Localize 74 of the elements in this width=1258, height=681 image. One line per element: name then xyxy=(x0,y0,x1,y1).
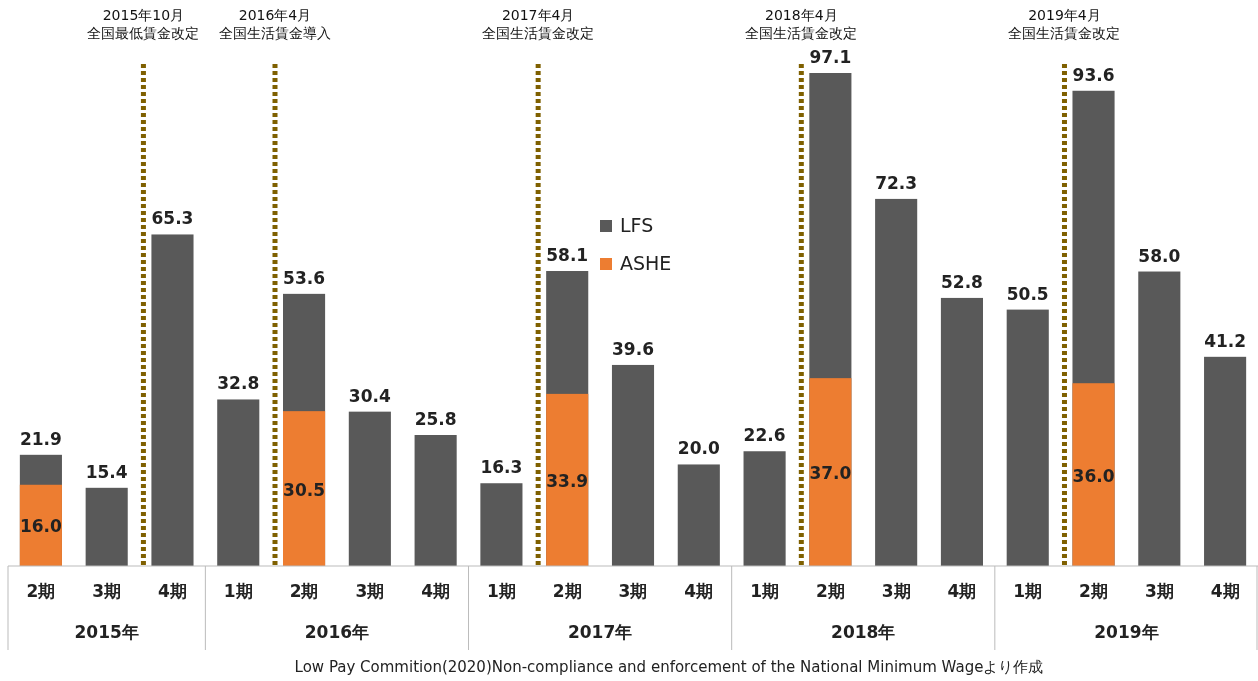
x-tick-label: 4期 xyxy=(684,581,714,601)
text: 2017年 xyxy=(567,622,633,642)
bar xyxy=(546,393,589,566)
x-tick-label: 4期 xyxy=(421,581,451,601)
data-label: 15.4 xyxy=(85,461,128,482)
data-label: 93.6 xyxy=(1072,64,1115,85)
x-tick-label: 4期 xyxy=(1210,581,1240,601)
data-label: 65.3 xyxy=(151,208,194,229)
bar xyxy=(348,411,391,566)
x-tick-label: 3期 xyxy=(618,581,648,601)
text: 2017年4月全国生活賃金改定 xyxy=(482,7,595,41)
bar xyxy=(1072,383,1115,566)
data-label: 30.4 xyxy=(348,385,391,406)
bar xyxy=(283,411,326,566)
text: 2019年4月全国生活賃金改定 xyxy=(1008,7,1121,41)
x-tick-label: 4期 xyxy=(158,581,187,601)
x-tick-label: 3期 xyxy=(1144,581,1174,601)
data-label: 21.9 xyxy=(19,428,62,449)
bar xyxy=(875,198,918,566)
data-label: 50.5 xyxy=(1006,283,1049,304)
data-label: 32.8 xyxy=(217,373,260,394)
text: 2018年4月全国生活賃金改定 xyxy=(745,7,858,41)
x-tick-label: 1期 xyxy=(750,581,779,601)
data-label: 41.2 xyxy=(1204,330,1247,351)
data-label: 58.1 xyxy=(546,245,589,266)
legend-label: ASHE xyxy=(620,252,672,274)
data-label: 33.9 xyxy=(546,470,589,491)
bar xyxy=(611,364,655,566)
bar xyxy=(480,483,523,566)
data-label: 37.0 xyxy=(809,463,852,484)
bar xyxy=(414,435,457,566)
bar xyxy=(1204,356,1247,566)
bar xyxy=(85,487,128,566)
x-tick-label: 2期 xyxy=(289,581,319,601)
bar xyxy=(217,399,260,566)
bar xyxy=(1006,309,1049,566)
data-label: 25.8 xyxy=(414,409,457,430)
data-label: 39.6 xyxy=(612,338,654,359)
x-tick-label: 2期 xyxy=(552,581,582,601)
text: 2018年 xyxy=(831,622,896,642)
data-label: 16.3 xyxy=(480,457,523,478)
data-label: 97.1 xyxy=(809,47,852,67)
legend-label: LFS xyxy=(620,214,654,236)
data-label: 20.0 xyxy=(677,438,720,459)
x-tick-label: 2期 xyxy=(26,581,56,601)
text: 2016年 xyxy=(304,622,370,642)
data-label: 16.0 xyxy=(19,516,63,537)
data-label: 58.0 xyxy=(1138,245,1181,266)
data-label: 36.0 xyxy=(1072,465,1115,486)
data-label: 53.6 xyxy=(283,267,326,288)
x-tick-label: 3期 xyxy=(92,581,122,601)
x-tick-label: 3期 xyxy=(355,581,385,601)
x-tick-label: 4期 xyxy=(947,581,977,601)
x-tick-label: 2期 xyxy=(1079,581,1108,601)
data-label: 30.5 xyxy=(283,479,326,500)
bar xyxy=(743,451,786,566)
bar xyxy=(1138,271,1181,566)
text: 2015年10月全国最低賃金改定 xyxy=(87,7,200,41)
x-tick-label: 1期 xyxy=(1013,581,1043,601)
data-label: 52.8 xyxy=(940,271,983,292)
x-tick-label: 3期 xyxy=(881,581,911,601)
bar xyxy=(940,297,983,566)
bar xyxy=(151,234,194,566)
text: 2019年 xyxy=(1094,622,1159,642)
x-tick-label: 1期 xyxy=(223,581,253,601)
bar xyxy=(809,378,852,566)
data-label: 22.6 xyxy=(743,425,786,446)
x-tick-label: 1期 xyxy=(487,581,516,601)
text: 2015年 xyxy=(74,622,139,642)
text: Low Pay Commition(2020)Non-compliance and enforcement of the National Minimum Wageより作成 xyxy=(294,658,1044,676)
data-label: 72.3 xyxy=(875,172,918,193)
x-tick-label: 2期 xyxy=(815,581,845,601)
text: 2016年4月全国生活賃金導入 xyxy=(219,7,331,41)
bar xyxy=(677,464,720,566)
